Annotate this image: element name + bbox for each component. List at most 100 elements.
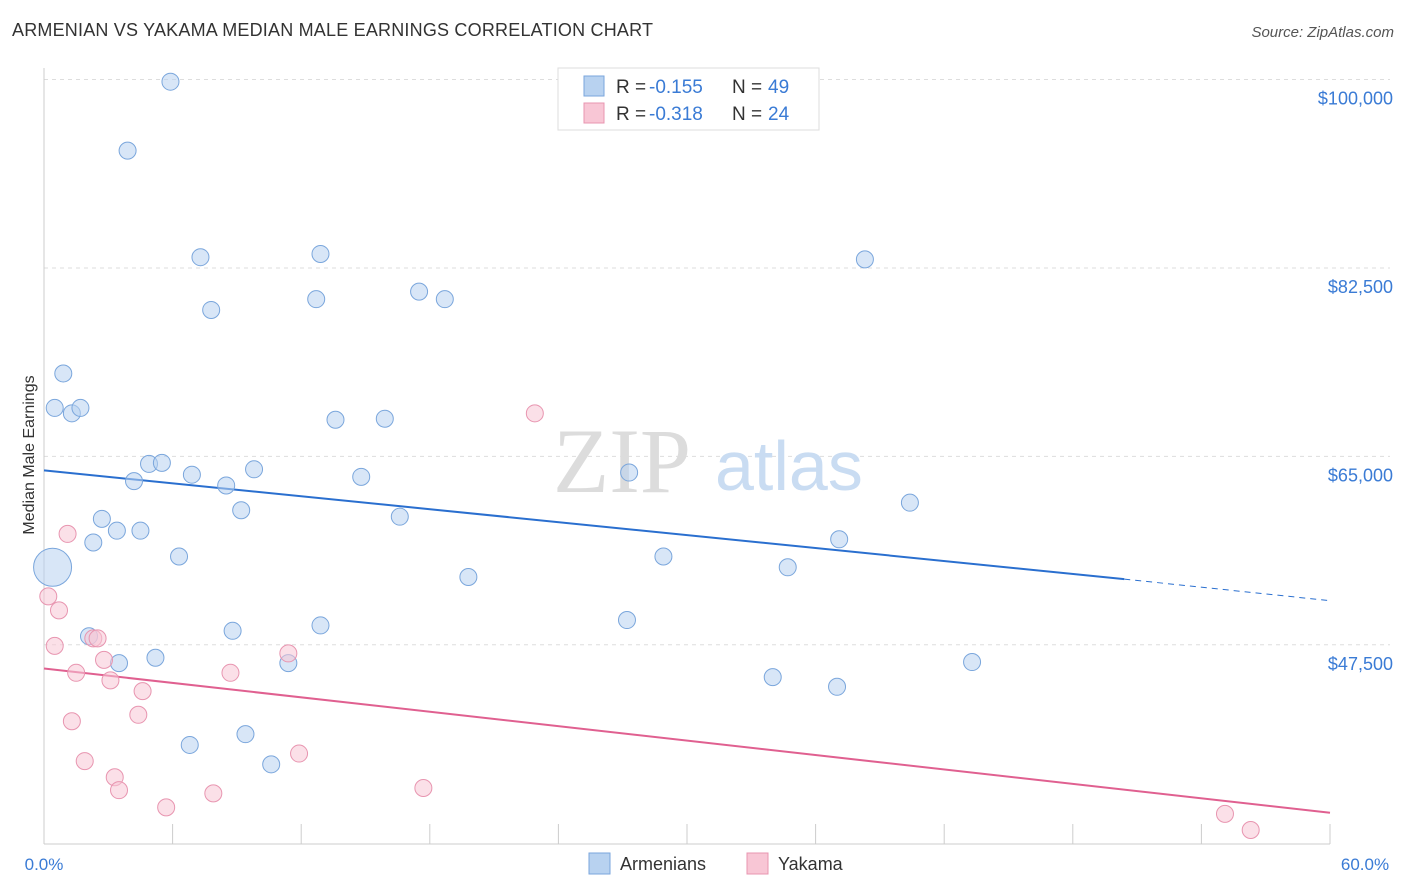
y-tick-label-2: $65,000: [1328, 465, 1393, 485]
point-yakama-2: [50, 601, 69, 620]
watermark-atlas: atlas: [715, 427, 863, 505]
legend-n-value-1: 49: [768, 77, 789, 98]
y-tick-label-1: $82,500: [1328, 277, 1393, 297]
legend-swatch-yakama: [583, 102, 605, 124]
point-armenians-31: [161, 72, 180, 91]
point-armenians-25: [311, 616, 330, 635]
point-armenians-39: [620, 463, 639, 482]
bottom-legend-swatch-yakama: [746, 852, 769, 875]
point-armenians-14: [146, 648, 165, 667]
point-armenians-6: [92, 509, 111, 528]
point-armenians-44: [828, 677, 847, 696]
legend-n-value-2: 24: [768, 104, 790, 125]
y-tick-labels: $100,000 $82,500 $65,000 $47,500: [1318, 89, 1393, 674]
legend-n-label-2: N =: [732, 104, 762, 125]
point-armenians-48: [963, 653, 982, 672]
point-armenians-22: [180, 735, 199, 754]
legend-r-value-1: -0.155: [649, 77, 703, 98]
point-yakama-18: [279, 644, 298, 663]
point-armenians-4: [71, 398, 90, 417]
bottom-legend-armenians: Armenians: [620, 854, 706, 874]
point-armenians-1: [45, 398, 64, 417]
point-armenians-17: [217, 476, 236, 495]
point-armenians-28: [375, 409, 394, 428]
point-armenians-45: [830, 530, 849, 549]
point-yakama-6: [75, 752, 94, 771]
point-armenians-29: [390, 507, 409, 526]
point-armenians-40: [617, 611, 636, 630]
point-armenians-34: [307, 290, 326, 309]
point-armenians-26: [326, 410, 345, 429]
point-yakama-20: [414, 779, 433, 798]
point-yakama-10: [101, 671, 120, 690]
source-label: Source: ZipAtlas.com: [1251, 24, 1394, 41]
point-armenians-35: [311, 244, 330, 263]
legend: R = -0.155 N = 49 R = -0.318 N = 24: [557, 67, 820, 131]
point-armenians-42: [763, 668, 782, 687]
legend-r-label-2: R =: [616, 104, 646, 125]
point-armenians-30: [118, 141, 137, 160]
legend-r-label-1: R =: [616, 77, 646, 98]
point-armenians-0: [33, 547, 73, 587]
bottom-legend-yakama: Yakama: [778, 854, 844, 874]
point-yakama-3: [58, 524, 77, 543]
bottom-legend-swatch-armenians: [588, 852, 611, 875]
point-yakama-19: [290, 744, 309, 763]
point-yakama-21: [525, 404, 544, 423]
legend-n-label-1: N =: [732, 77, 762, 98]
point-armenians-37: [435, 290, 454, 309]
point-armenians-43: [778, 558, 797, 577]
trend-line-armenians-extrapolated: [1124, 578, 1331, 602]
point-armenians-10: [125, 472, 144, 491]
x-tick-label-max: 60.0%: [1341, 855, 1389, 874]
trend-line-yakama: [43, 667, 1331, 814]
point-yakama-1: [45, 636, 64, 655]
point-yakama-5: [67, 663, 86, 682]
point-armenians-5: [84, 533, 103, 552]
point-yakama-17: [221, 663, 240, 682]
point-armenians-11: [131, 521, 150, 540]
point-armenians-41: [654, 547, 673, 566]
point-armenians-38: [459, 567, 478, 586]
chart-title: ARMENIAN VS YAKAMA MEDIAN MALE EARNINGS …: [12, 20, 654, 40]
point-yakama-12: [110, 781, 129, 800]
x-tick-label-min: 0.0%: [25, 855, 64, 874]
point-armenians-36: [410, 282, 429, 301]
point-armenians-46: [855, 250, 874, 269]
point-yakama-8: [88, 629, 107, 648]
point-armenians-2: [54, 364, 73, 383]
y-tick-label-3: $47,500: [1328, 654, 1393, 674]
point-yakama-16: [204, 784, 223, 803]
legend-r-value-2: -0.318: [649, 104, 703, 125]
point-yakama-14: [133, 682, 152, 701]
y-axis-label: Median Male Earnings: [21, 375, 38, 534]
points-layer: [33, 72, 1260, 840]
point-yakama-4: [62, 712, 81, 731]
bottom-legend: Armenians Yakama: [588, 852, 844, 875]
point-armenians-20: [245, 460, 264, 479]
point-yakama-22: [1215, 804, 1234, 823]
point-yakama-9: [95, 650, 114, 669]
point-armenians-15: [170, 547, 189, 566]
point-armenians-32: [191, 248, 210, 267]
point-armenians-21: [236, 725, 255, 744]
grid-layer: [44, 79, 1390, 646]
point-armenians-33: [202, 300, 221, 319]
point-armenians-13: [152, 453, 171, 472]
trend-layer: [43, 469, 1331, 814]
point-armenians-23: [262, 755, 281, 774]
watermark-zip: ZIP: [553, 410, 691, 512]
point-yakama-15: [157, 798, 176, 817]
point-yakama-23: [1241, 821, 1260, 840]
point-armenians-9: [110, 654, 129, 673]
y-tick-label-0: $100,000: [1318, 89, 1393, 109]
point-armenians-16: [182, 465, 201, 484]
point-armenians-47: [900, 493, 919, 512]
legend-swatch-armenians: [583, 75, 605, 97]
x-tick-marks: [43, 824, 1331, 844]
point-yakama-0: [39, 587, 58, 606]
point-armenians-27: [352, 467, 371, 486]
point-armenians-7: [107, 521, 126, 540]
point-armenians-19: [232, 501, 251, 520]
